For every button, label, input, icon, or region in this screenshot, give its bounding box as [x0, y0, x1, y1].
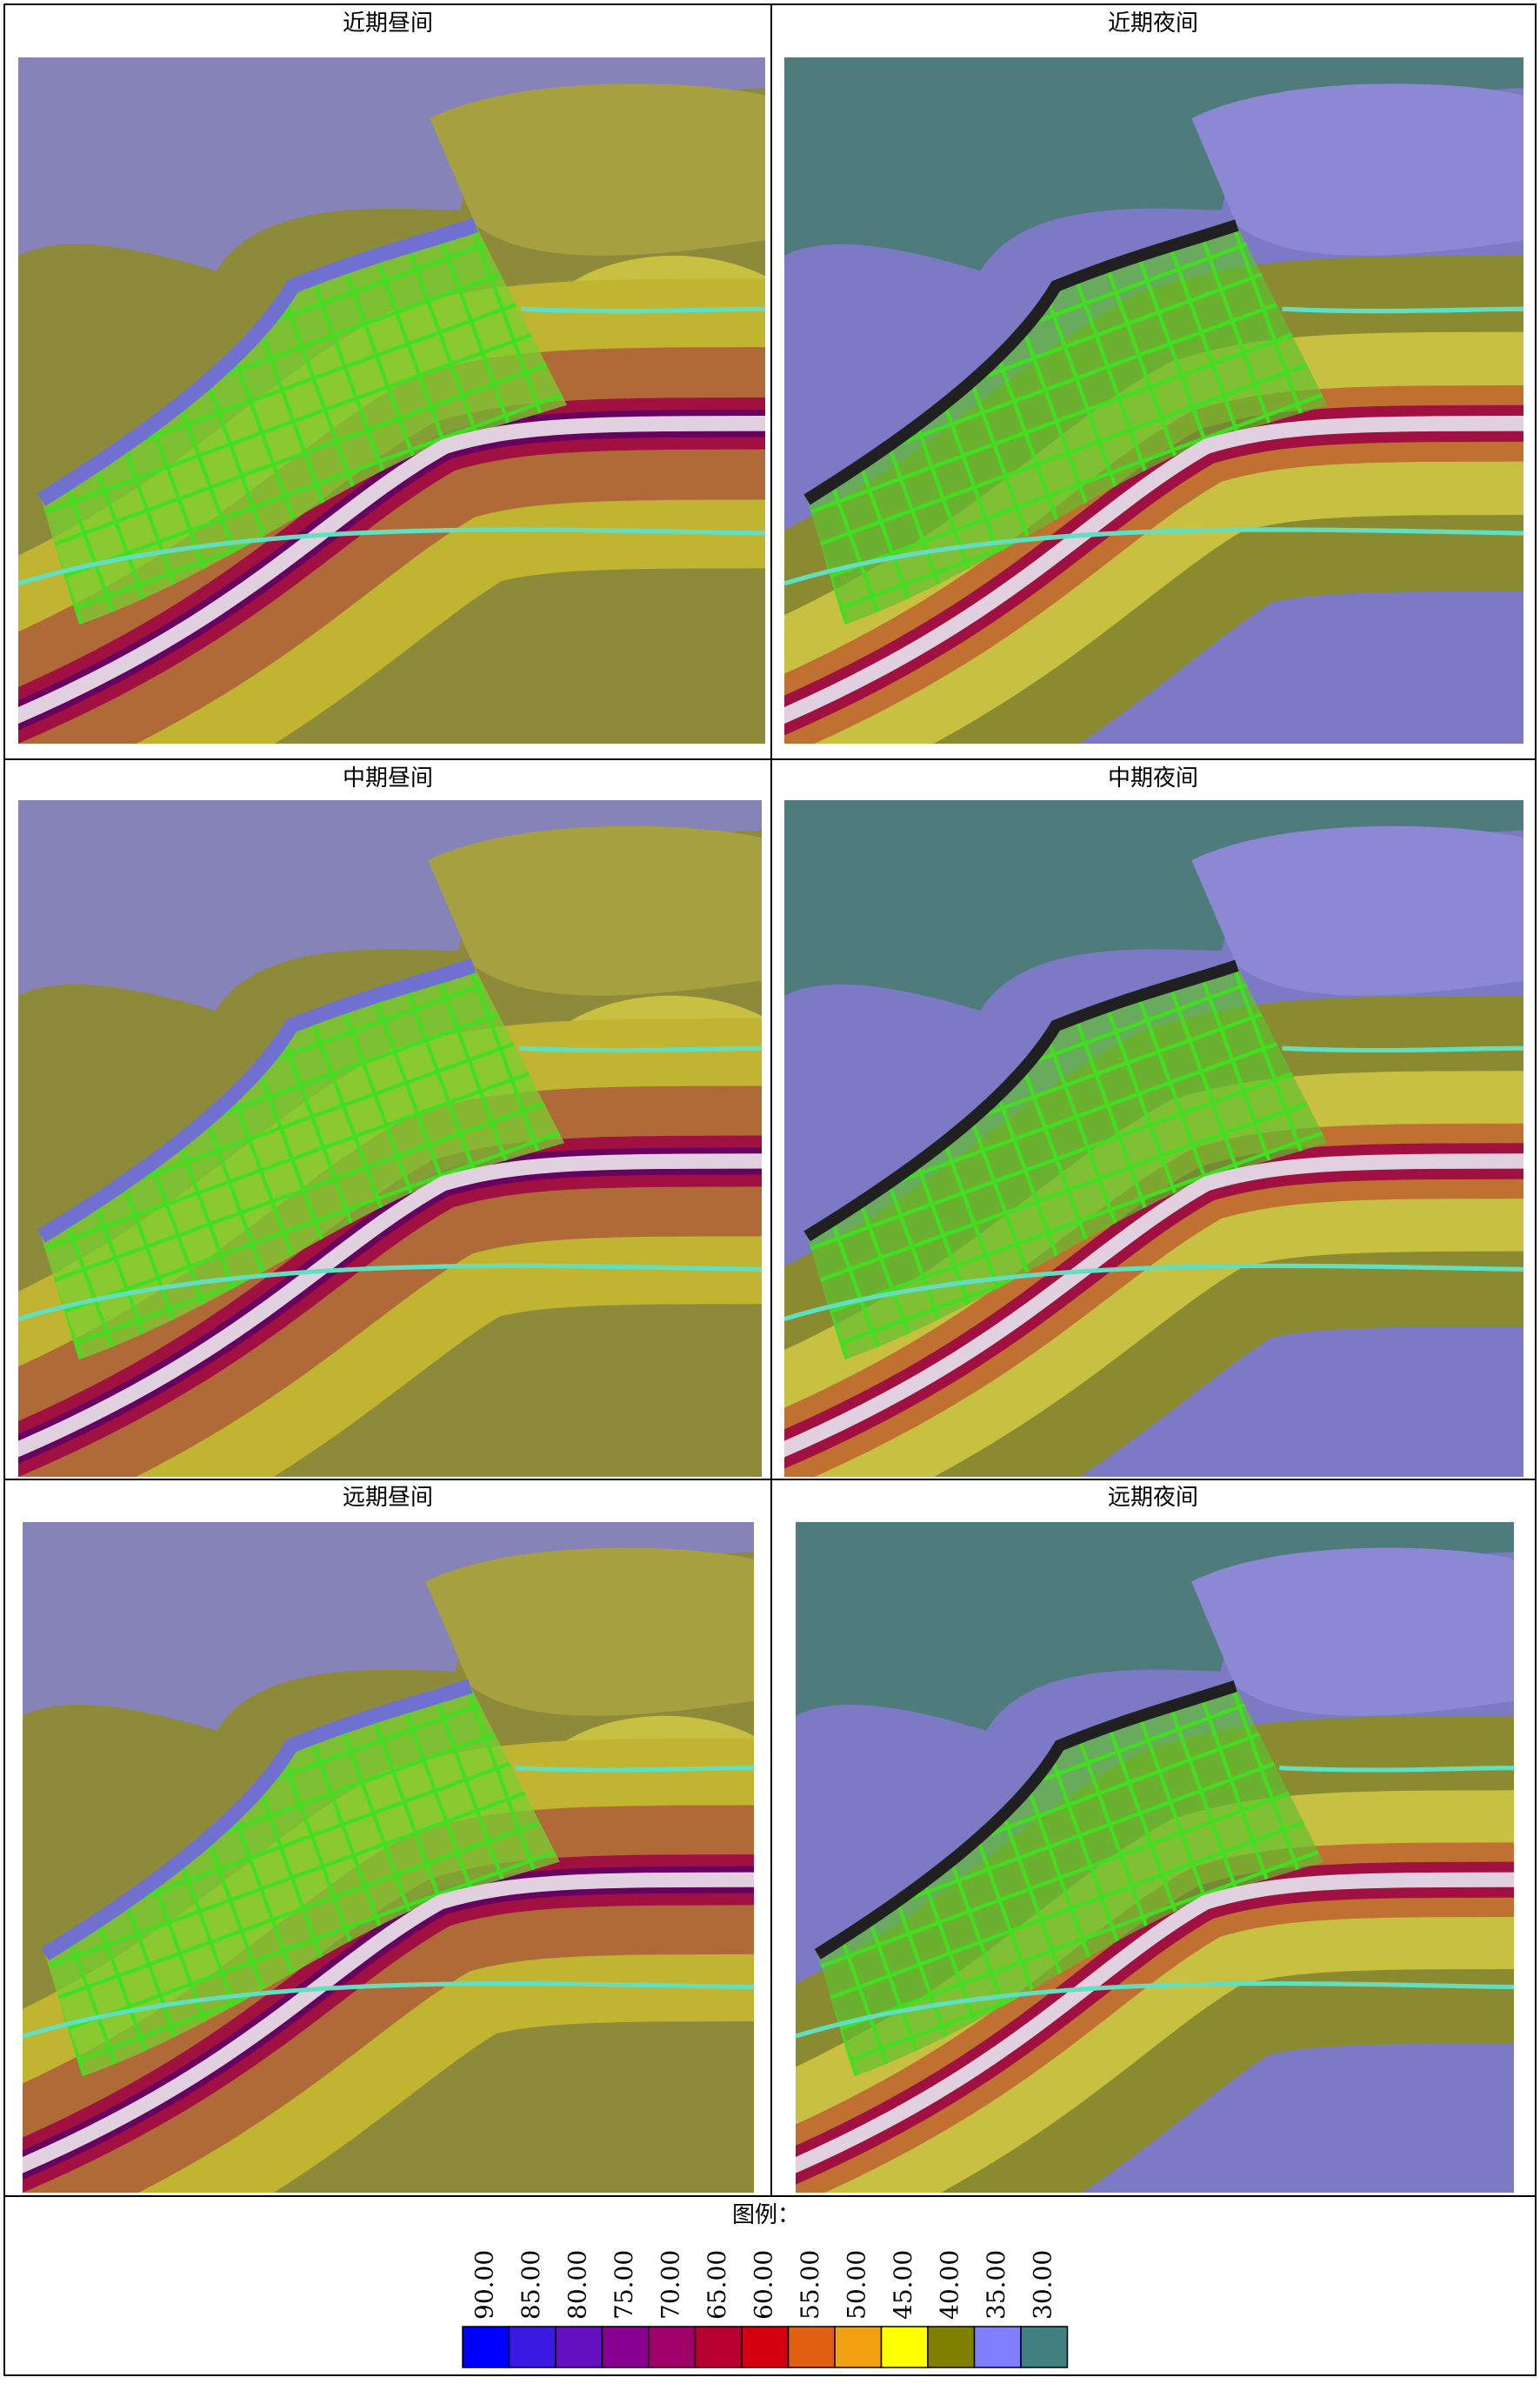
legend-label: 50.00	[842, 2250, 870, 2320]
noise-map	[0, 1522, 806, 2193]
noise-map	[766, 1522, 1540, 2193]
legend-label: 90.00	[470, 2250, 498, 2320]
legend-swatch	[510, 2327, 557, 2367]
panel-title: 中期昼间	[343, 765, 433, 791]
noise-map	[0, 57, 818, 744]
noise-map	[754, 800, 1540, 1477]
legend-label: 65.00	[703, 2250, 731, 2320]
legend-label: 40.00	[935, 2250, 963, 2320]
panel-title: 近期夜间	[1108, 10, 1198, 37]
panel-title: 中期夜间	[1108, 765, 1198, 791]
legend-swatch	[649, 2327, 696, 2367]
noise-map	[754, 57, 1540, 744]
legend-label: 45.00	[889, 2250, 917, 2320]
legend-swatch	[463, 2327, 510, 2367]
panel-title: 近期昼间	[343, 10, 433, 37]
legend-label: 55.00	[796, 2250, 824, 2320]
legend-swatch	[696, 2327, 743, 2367]
legend-swatch	[742, 2327, 789, 2367]
legend-swatch	[556, 2327, 603, 2367]
legend-swatch	[882, 2327, 929, 2367]
noise-map	[0, 800, 815, 1477]
panel-title: 远期夜间	[1108, 1485, 1198, 1511]
legend-label: 75.00	[610, 2250, 638, 2320]
legend-label: 30.00	[1028, 2250, 1057, 2320]
legend-label: 85.00	[517, 2250, 545, 2320]
legend-label: 60.00	[749, 2250, 777, 2320]
legend-swatch	[603, 2327, 650, 2367]
legend-label: 35.00	[982, 2250, 1010, 2320]
legend-label: 80.00	[563, 2250, 591, 2320]
page: 近期昼间 近期夜间 中期昼间 中期夜间 远期昼间 远期夜间 图例： 90.00 8…	[0, 0, 1540, 2384]
legend-title: 图例：	[732, 2202, 800, 2228]
legend-swatch	[789, 2327, 836, 2367]
legend-swatch	[1021, 2327, 1068, 2367]
legend-swatch	[928, 2327, 975, 2367]
legend-swatch	[835, 2327, 882, 2367]
legend-swatch	[975, 2327, 1022, 2367]
legend: 90.00 85.00 80.00 75.00 70.00 65.00 60.00 55.00…	[463, 2250, 1068, 2367]
panel-title: 远期昼间	[343, 1485, 433, 1511]
legend-label: 70.00	[656, 2250, 684, 2320]
